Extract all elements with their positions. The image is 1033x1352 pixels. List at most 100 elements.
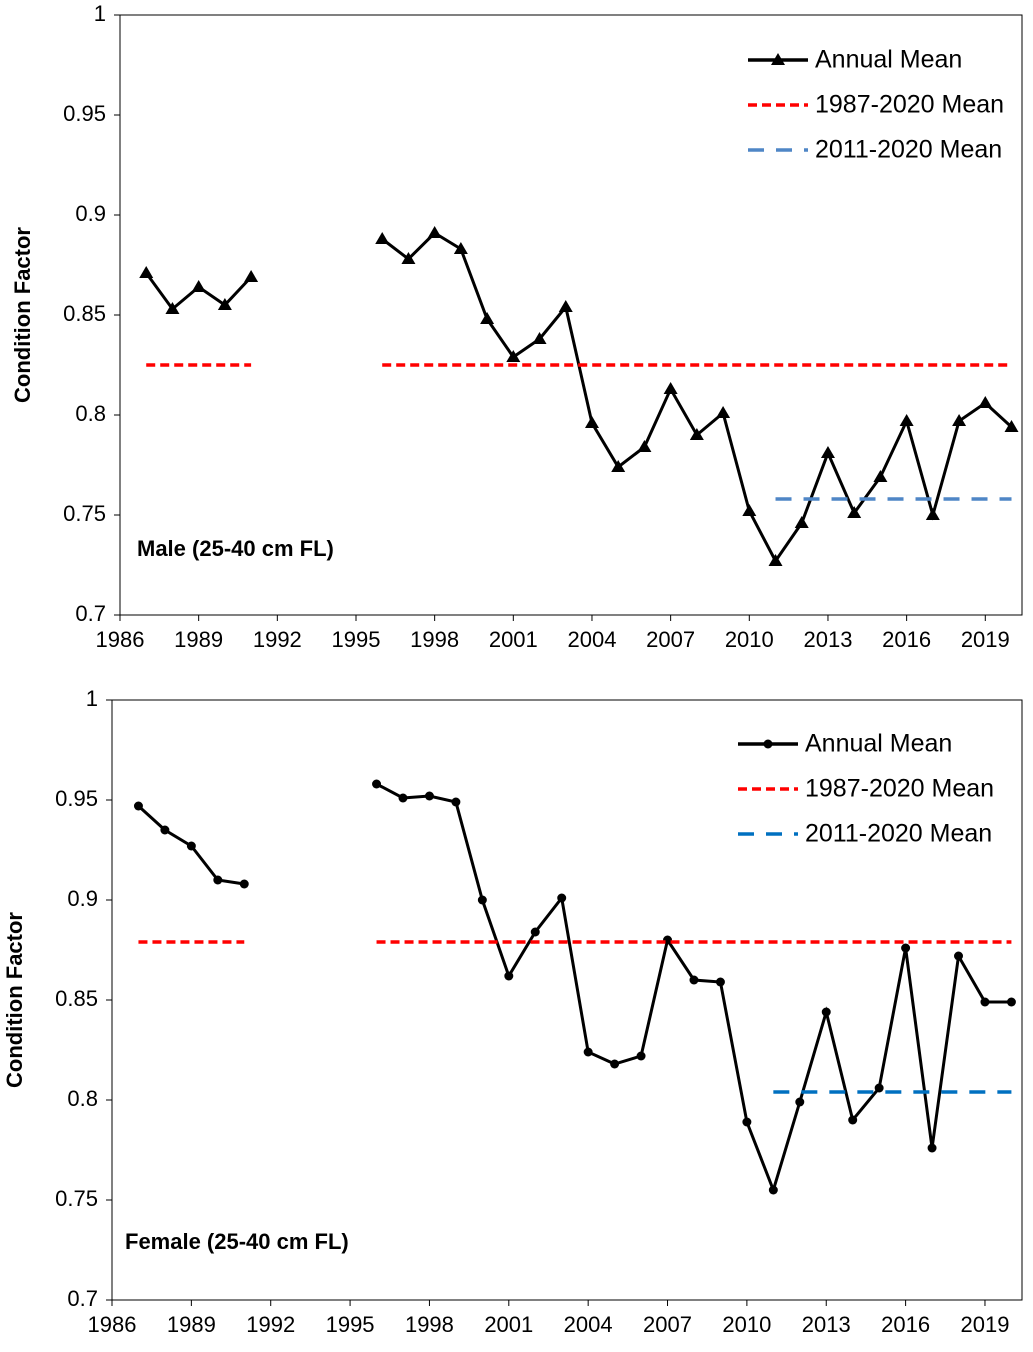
y-tick-label: 0.95	[63, 101, 106, 126]
marker	[186, 841, 196, 851]
marker	[139, 266, 154, 278]
marker	[689, 975, 699, 985]
marker	[191, 280, 206, 292]
annotation: Male (25-40 cm FL)	[137, 536, 334, 561]
legend-label: 2011-2020 Mean	[805, 820, 992, 848]
marker	[506, 350, 521, 362]
x-tick-label: 2013	[802, 1312, 851, 1337]
marker	[820, 446, 835, 458]
x-tick-label: 2010	[722, 1312, 771, 1337]
x-tick-label: 2001	[489, 627, 538, 652]
x-tick-label: 1992	[253, 627, 302, 652]
x-tick-label: 1986	[96, 627, 145, 652]
marker	[504, 971, 514, 981]
marker	[213, 875, 223, 885]
y-tick-label: 1	[94, 1, 106, 26]
y-tick-label: 0.95	[55, 786, 98, 811]
marker	[742, 504, 757, 516]
x-tick-label: 1998	[405, 1312, 454, 1337]
marker	[848, 1115, 858, 1125]
marker	[477, 895, 487, 905]
marker	[663, 382, 678, 394]
marker	[980, 997, 990, 1007]
y-tick-label: 0.7	[75, 601, 106, 626]
marker	[244, 270, 259, 282]
y-tick-label: 0.85	[55, 986, 98, 1011]
x-tick-label: 2001	[484, 1312, 533, 1337]
series-line	[381, 231, 1013, 564]
x-tick-label: 2007	[643, 1312, 692, 1337]
marker	[451, 797, 461, 807]
marker	[530, 927, 540, 937]
x-tick-label: 2016	[882, 627, 931, 652]
marker	[401, 252, 416, 264]
y-axis-title: Condition Factor	[2, 912, 27, 1088]
y-tick-label: 0.9	[75, 201, 106, 226]
y-axis-title: Condition Factor	[10, 227, 35, 403]
marker	[899, 414, 914, 426]
x-tick-label: 2007	[646, 627, 695, 652]
marker	[821, 1007, 831, 1017]
marker	[239, 879, 249, 889]
y-tick-label: 0.75	[55, 1186, 98, 1211]
x-tick-label: 2019	[960, 1312, 1009, 1337]
marker	[480, 312, 495, 324]
x-tick-label: 1986	[88, 1312, 137, 1337]
y-tick-label: 0.9	[67, 886, 98, 911]
y-tick-label: 0.85	[63, 301, 106, 326]
x-tick-label: 1989	[167, 1312, 216, 1337]
marker	[715, 977, 725, 987]
x-tick-label: 1995	[332, 627, 381, 652]
annotation: Female (25-40 cm FL)	[125, 1229, 349, 1254]
x-tick-label: 2016	[881, 1312, 930, 1337]
marker	[978, 396, 993, 408]
marker	[557, 893, 567, 903]
legend-label: 2011-2020 Mean	[815, 136, 1002, 164]
marker	[795, 1097, 805, 1107]
marker	[925, 508, 940, 520]
marker	[165, 302, 180, 314]
marker	[583, 1047, 593, 1057]
x-tick-label: 2004	[564, 1312, 613, 1337]
marker	[927, 1143, 937, 1153]
x-tick-label: 2010	[725, 627, 774, 652]
x-tick-label: 2013	[803, 627, 852, 652]
marker	[873, 470, 888, 482]
marker	[611, 460, 626, 472]
marker	[453, 242, 468, 254]
marker	[584, 416, 599, 428]
marker	[763, 739, 773, 749]
marker	[847, 506, 862, 518]
marker	[558, 300, 573, 312]
x-tick-label: 1989	[174, 627, 223, 652]
y-tick-label: 1	[86, 686, 98, 711]
x-tick-label: 1992	[246, 1312, 295, 1337]
marker	[901, 943, 911, 953]
y-tick-label: 0.7	[67, 1286, 98, 1311]
marker	[636, 1051, 646, 1061]
legend-label: Annual Mean	[805, 730, 952, 758]
x-tick-label: 1995	[326, 1312, 375, 1337]
y-tick-label: 0.75	[63, 501, 106, 526]
marker	[372, 779, 382, 789]
marker	[952, 414, 967, 426]
marker	[689, 428, 704, 440]
marker	[610, 1059, 620, 1069]
x-tick-label: 2019	[961, 627, 1010, 652]
marker	[716, 406, 731, 418]
marker	[742, 1117, 752, 1127]
y-tick-label: 0.8	[75, 401, 106, 426]
marker	[1004, 420, 1019, 432]
marker	[133, 801, 143, 811]
marker	[794, 516, 809, 528]
x-tick-label: 1998	[410, 627, 459, 652]
marker	[398, 793, 408, 803]
marker	[160, 825, 170, 835]
marker	[768, 1185, 778, 1195]
marker	[375, 232, 390, 244]
marker	[1006, 997, 1016, 1007]
y-tick-label: 0.8	[67, 1086, 98, 1111]
legend-label: 1987-2020 Mean	[815, 91, 1004, 119]
marker	[427, 226, 442, 238]
